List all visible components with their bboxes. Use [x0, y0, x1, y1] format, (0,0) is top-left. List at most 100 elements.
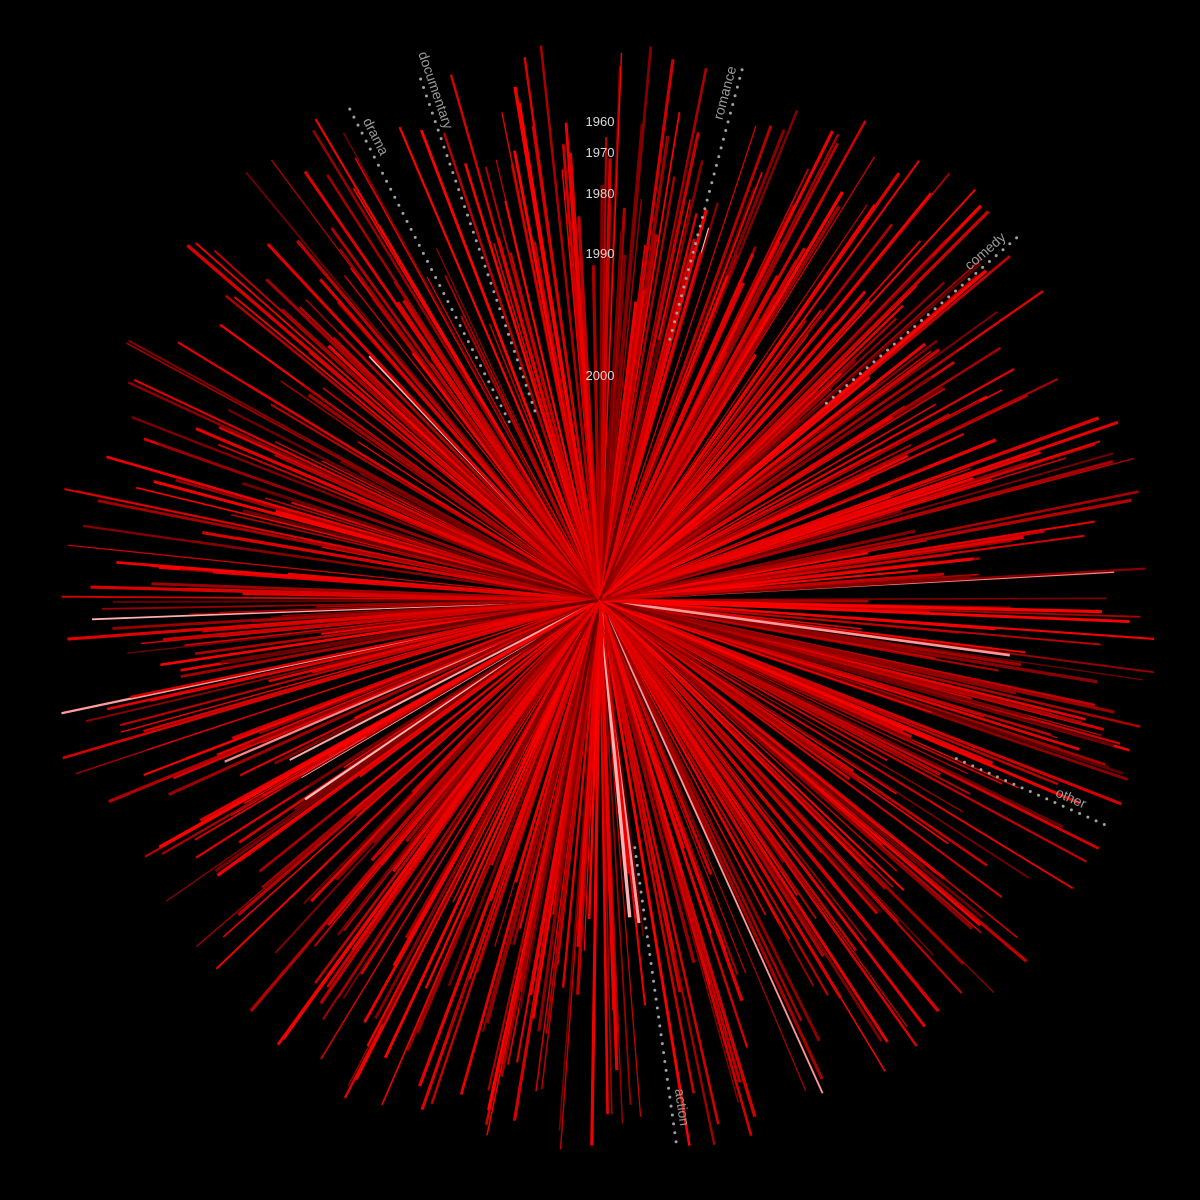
ray	[177, 341, 601, 601]
ray	[598, 251, 703, 601]
ray	[599, 599, 829, 879]
ray	[318, 278, 602, 601]
ray	[599, 599, 963, 994]
ray	[168, 598, 601, 796]
ray	[599, 598, 1155, 640]
ray	[396, 301, 602, 601]
ray	[67, 544, 601, 601]
ray	[357, 441, 601, 601]
ray	[259, 599, 601, 735]
ray	[599, 403, 937, 601]
ray	[333, 336, 601, 601]
ray	[537, 599, 602, 1032]
ray	[518, 599, 602, 1010]
ray	[576, 599, 602, 948]
ray	[241, 481, 601, 602]
ray	[195, 427, 601, 602]
ray	[339, 248, 601, 601]
year-label-1960: 1960	[586, 114, 615, 129]
ray	[599, 444, 912, 601]
ray	[541, 599, 601, 1090]
ray	[599, 599, 964, 813]
ray	[599, 599, 780, 923]
ray	[599, 572, 945, 602]
ray	[599, 598, 1102, 614]
ray	[599, 599, 1101, 646]
ray	[598, 46, 653, 601]
ray	[599, 599, 937, 659]
ray	[312, 129, 602, 601]
ray	[599, 172, 950, 601]
ray	[598, 599, 879, 915]
ray	[599, 599, 918, 1047]
ray	[280, 308, 602, 602]
ray	[342, 132, 601, 601]
ray	[97, 499, 601, 602]
ray	[539, 45, 602, 601]
ray	[531, 125, 601, 601]
ray	[599, 400, 981, 601]
ray	[599, 415, 894, 602]
ray	[599, 490, 1139, 602]
ray	[411, 599, 601, 847]
ray	[599, 350, 932, 601]
ray	[599, 599, 710, 857]
ray	[598, 297, 759, 601]
genre-guide-drama	[346, 104, 511, 424]
ray	[220, 598, 601, 664]
ray	[598, 599, 647, 1006]
ray	[67, 598, 601, 641]
ray	[442, 132, 602, 601]
ray	[131, 415, 601, 602]
ray	[598, 205, 841, 601]
ray	[599, 599, 968, 775]
ray	[599, 599, 935, 804]
ray	[314, 118, 601, 601]
ray	[599, 204, 868, 601]
ray	[598, 253, 755, 601]
ray	[598, 299, 871, 602]
ray	[599, 452, 1114, 601]
ray	[599, 226, 973, 601]
genre-guide-other	[954, 757, 1109, 828]
ray	[242, 509, 601, 602]
ray	[599, 598, 1030, 719]
ray	[599, 598, 862, 784]
ray	[599, 599, 768, 822]
ray	[62, 598, 601, 760]
ray	[599, 599, 905, 891]
ray	[189, 599, 601, 615]
ray	[590, 599, 602, 1146]
ray	[599, 350, 958, 602]
ray	[599, 304, 904, 601]
ray	[599, 310, 998, 601]
genre-guide-action	[633, 846, 679, 1152]
ray	[302, 384, 601, 601]
ray	[598, 599, 619, 1071]
ray	[202, 531, 601, 602]
year-labels: 1960 1970 1980 1990 2000	[586, 114, 615, 383]
ray	[599, 599, 1030, 879]
ray	[249, 598, 602, 1012]
ray	[482, 599, 601, 1032]
ray	[261, 599, 601, 744]
ray	[430, 599, 602, 1105]
ray	[598, 120, 867, 601]
ray	[598, 223, 894, 601]
ray	[599, 465, 930, 601]
ray	[599, 198, 643, 601]
genre-label-romance: romance	[710, 64, 740, 121]
ray	[348, 599, 601, 815]
ray	[158, 598, 601, 849]
ray	[308, 351, 601, 601]
genre-guide-documentary	[417, 73, 537, 413]
year-label-1980: 1980	[586, 186, 615, 201]
ray	[598, 599, 691, 1146]
ray	[599, 599, 824, 1094]
ray	[175, 479, 601, 602]
ray	[598, 289, 646, 601]
ray	[504, 200, 602, 601]
ray	[599, 420, 1119, 602]
ray	[61, 595, 601, 601]
